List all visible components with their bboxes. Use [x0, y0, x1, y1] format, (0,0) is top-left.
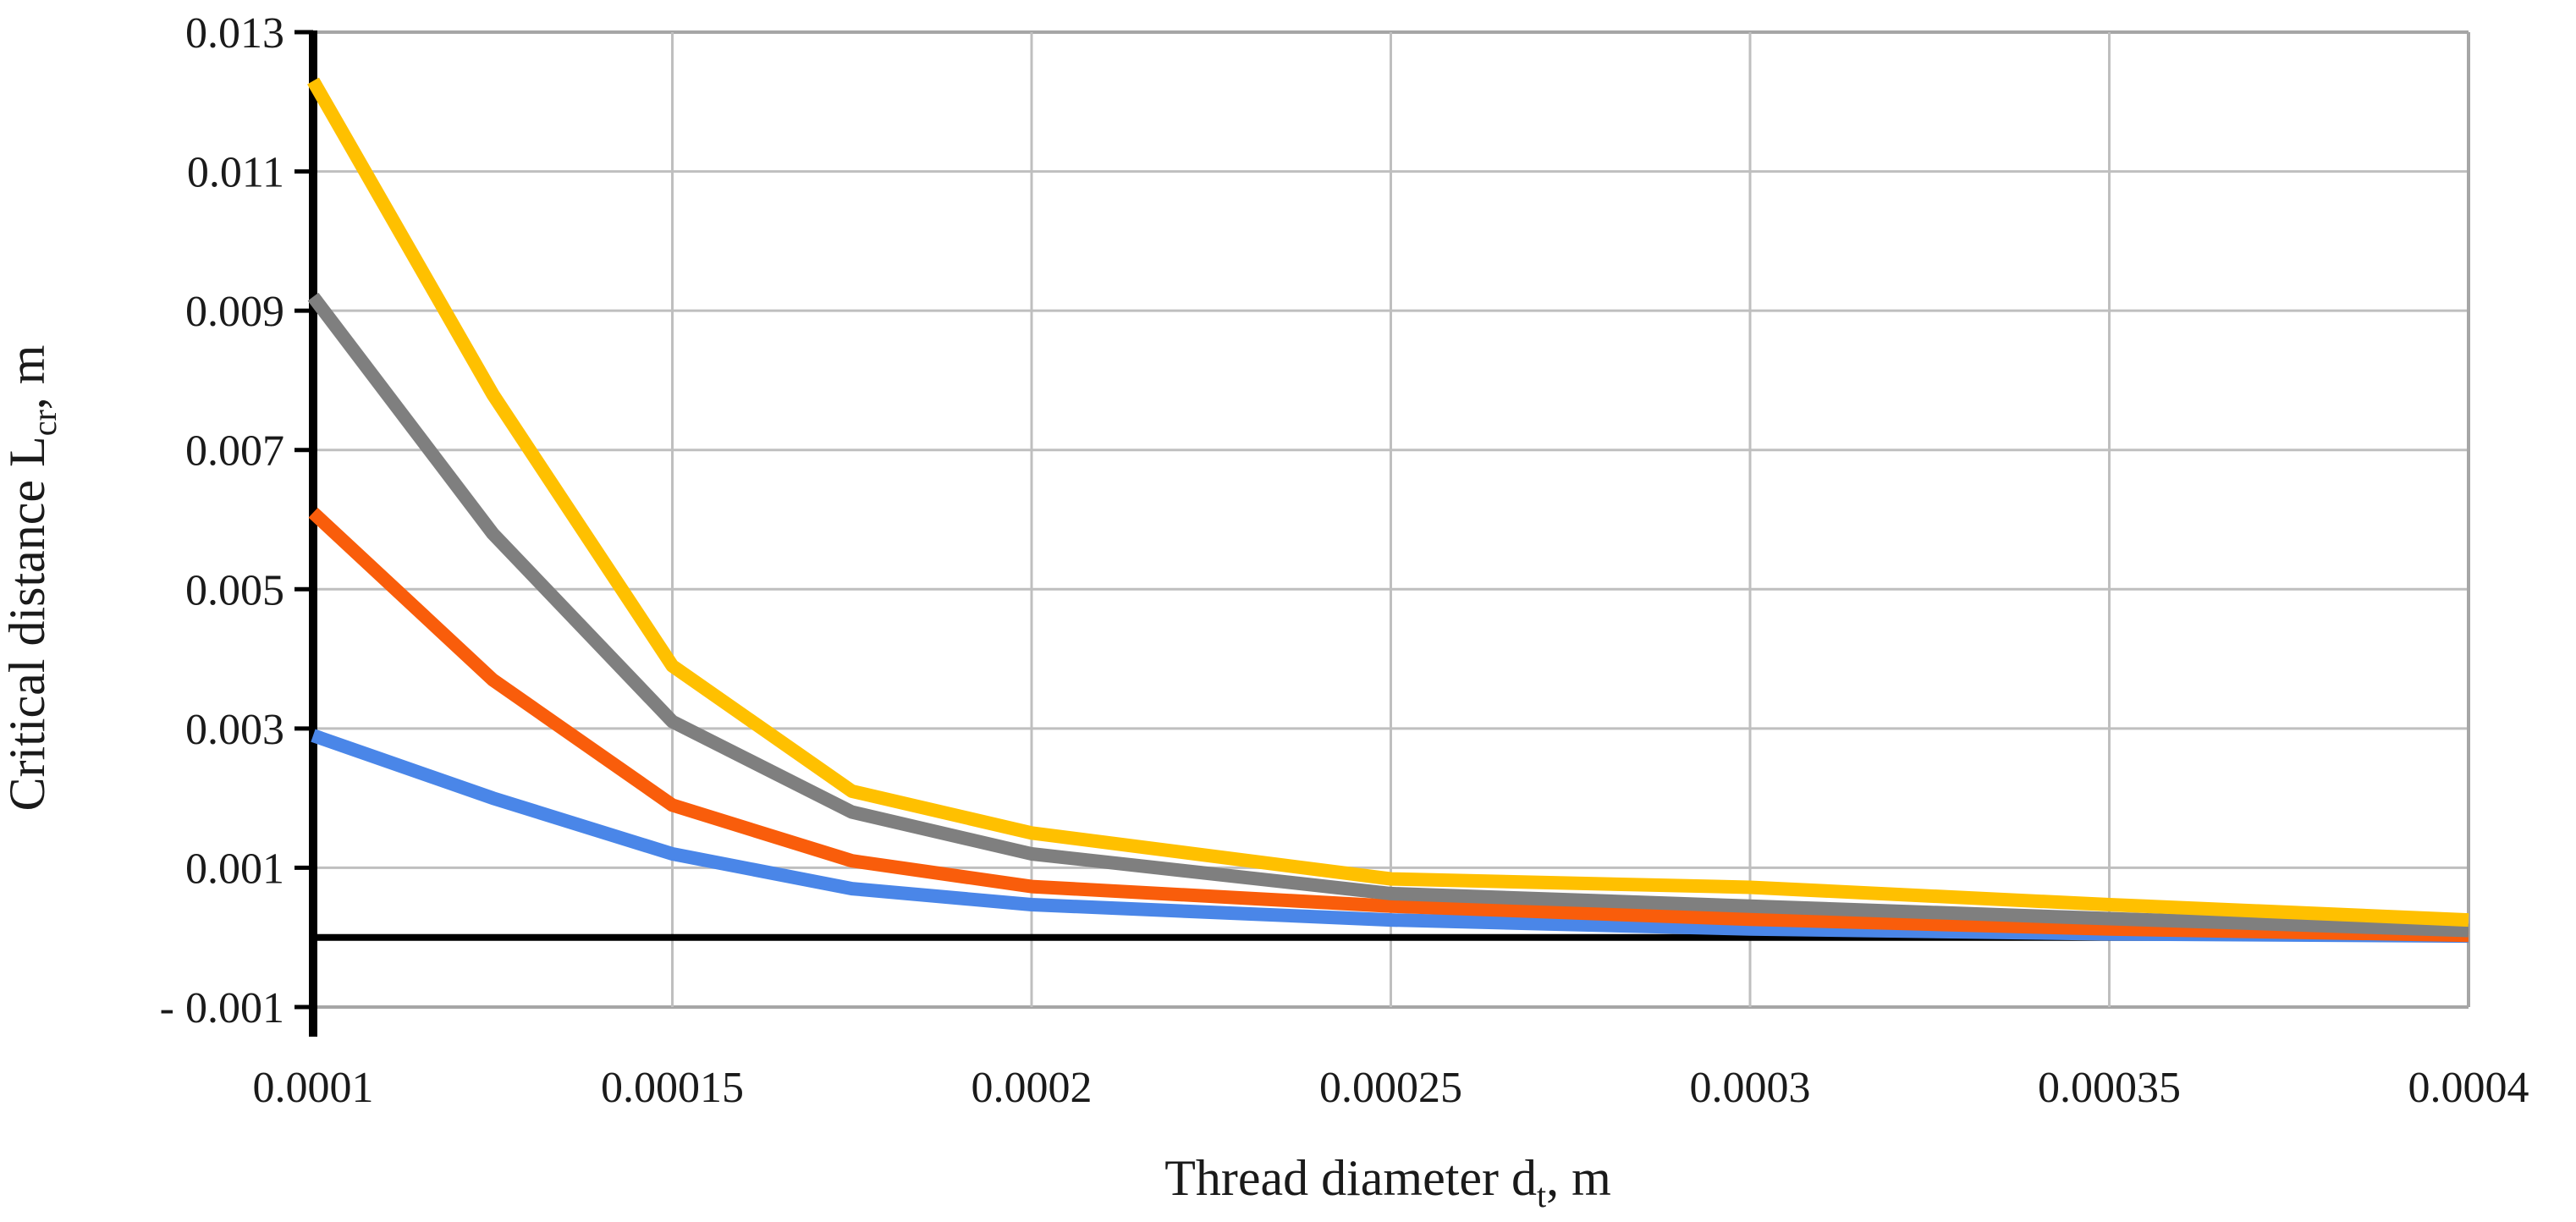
x-tick-label: 0.0003	[1690, 1064, 1811, 1112]
series-layer	[307, 77, 2469, 944]
gridlines-layer	[313, 30, 2470, 1009]
y-tick-label: 0.005	[185, 566, 284, 614]
x-tick-label: 0.00025	[1319, 1064, 1462, 1112]
x-tick-label: 0.0004	[2408, 1064, 2529, 1112]
x-tick-label: 0.0001	[253, 1064, 374, 1112]
x-tick-label: 0.00015	[601, 1064, 744, 1112]
x-tick-label: 0.00035	[2038, 1064, 2181, 1112]
x-axis-title: Thread diameter dt, m	[1164, 1150, 1611, 1214]
y-tick-label: 0.013	[185, 9, 284, 58]
x-tick-label: 0.0002	[972, 1064, 1093, 1112]
y-tick-label: 0.009	[185, 288, 284, 336]
series-line-yellow	[307, 77, 2469, 928]
y-axis-title: Critical distance Lcr, m	[0, 345, 63, 812]
series-line-orange	[308, 507, 2469, 943]
y-tick-label: 0.007	[185, 427, 284, 476]
y-tick-label: 0.011	[187, 149, 284, 197]
tick-labels-layer: 0.013 0.011 0.009 0.007 0.005 0.003 0.001 - 0.0…	[160, 9, 2529, 1112]
y-tick-label: 0.003	[185, 706, 284, 754]
y-tick-label: 0.001	[185, 845, 284, 893]
y-tick-label: - 0.001	[160, 984, 284, 1032]
series-line-gray	[307, 292, 2469, 938]
